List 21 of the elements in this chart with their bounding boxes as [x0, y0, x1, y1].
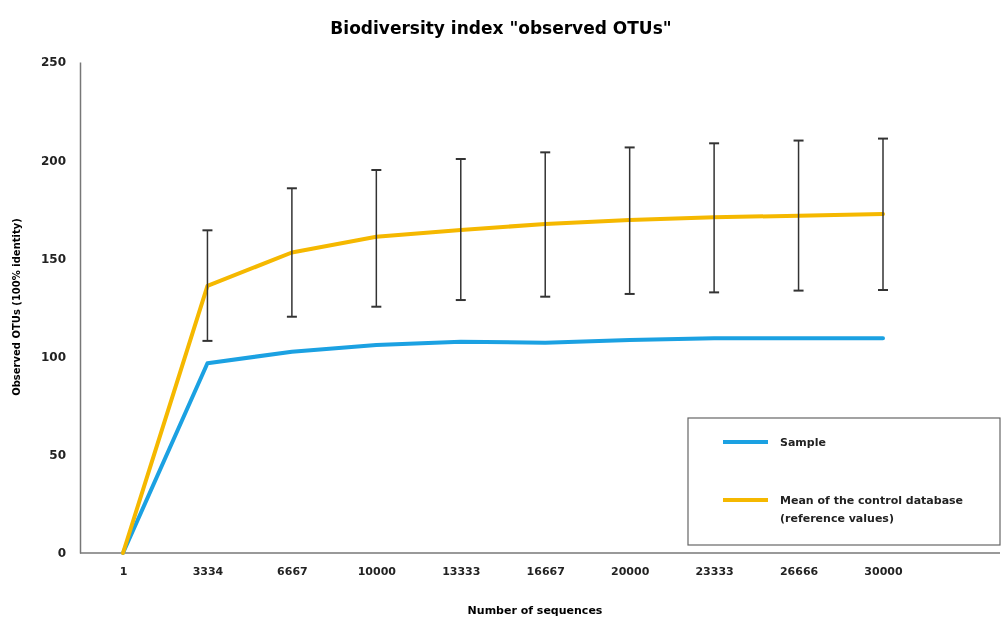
x-tick-label: 10000: [357, 564, 397, 578]
y-tick-label: 250: [40, 55, 66, 70]
y-tick-label: 50: [49, 448, 66, 463]
x-axis-title: Number of sequences: [467, 604, 603, 617]
x-tick-label: 23333: [695, 564, 734, 578]
legend-label: Sample: [780, 436, 826, 449]
y-axis-title: Observed OTUs (100% identity): [11, 218, 22, 396]
x-tick-label: 16667: [526, 564, 565, 578]
x-tick-label: 1: [119, 564, 128, 578]
y-tick-label: 200: [40, 153, 66, 168]
x-tick-label: 20000: [611, 564, 650, 578]
x-tick-label: 30000: [864, 564, 903, 578]
legend-label: Mean of the control database (reference values): [780, 494, 964, 525]
x-tick-label: 13333: [442, 564, 481, 578]
x-tick-label: 3334: [192, 564, 224, 578]
x-tick-label: 6667: [277, 564, 308, 578]
y-tick-label: 150: [40, 251, 66, 266]
y-tick-label: 100: [40, 349, 66, 364]
chart-title: Biodiversity index "observed OTUs": [330, 18, 672, 38]
x-tick-label: 26666: [779, 564, 819, 578]
y-tick-label: 0: [57, 546, 66, 561]
